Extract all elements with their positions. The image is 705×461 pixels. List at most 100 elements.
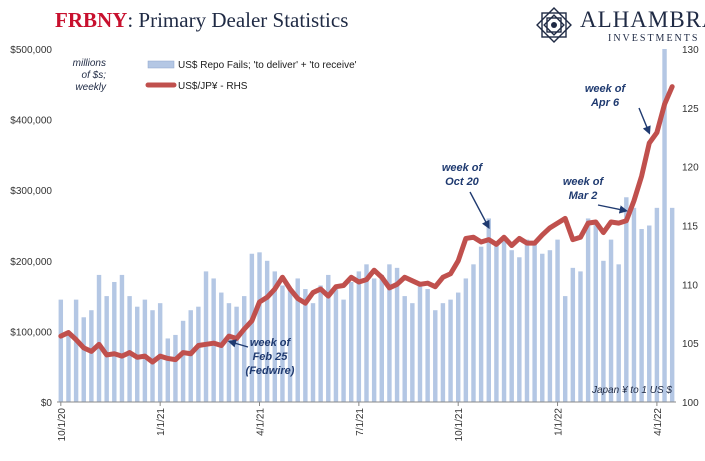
bar-repo-fails xyxy=(410,303,415,402)
bar-repo-fails xyxy=(104,296,109,402)
unit-note-line-1: millions xyxy=(73,58,106,69)
bar-repo-fails xyxy=(379,274,384,402)
bar-repo-fails xyxy=(318,285,323,402)
bar-repo-fails xyxy=(203,271,209,402)
x-tick-label: 10/1/21 xyxy=(454,408,465,442)
bar-repo-fails xyxy=(631,207,637,402)
bar-repo-fails xyxy=(234,306,239,402)
bar-repo-fails xyxy=(287,289,293,402)
bar-repo-fails xyxy=(196,306,201,402)
annotation-text: Feb 25 xyxy=(253,351,289,363)
legend-line-label: US$/JP¥ - RHS xyxy=(178,81,248,92)
left-tick-label: $0 xyxy=(41,398,53,409)
bar-repo-fails xyxy=(142,299,148,402)
bar-repo-fails xyxy=(639,229,644,402)
bar-repo-fails xyxy=(647,225,652,402)
annotation-text: (Fedwire) xyxy=(246,365,295,377)
left-tick-label: $300,000 xyxy=(10,186,52,197)
bar-repo-fails xyxy=(112,281,117,402)
bar-repo-fails xyxy=(341,299,346,402)
bar-repo-fails xyxy=(532,243,537,402)
bar-repo-fails xyxy=(264,260,270,402)
annotation-arrow xyxy=(597,204,628,214)
right-tick-label: 120 xyxy=(682,163,699,174)
bar-repo-fails xyxy=(624,197,629,402)
right-tick-label: 115 xyxy=(682,222,698,233)
bar-repo-fails xyxy=(394,267,400,402)
bar-repo-fails xyxy=(150,310,155,402)
right-tick-label: 105 xyxy=(682,339,699,350)
annotation-text: week of xyxy=(250,337,292,349)
title-rest: : Primary Dealer Statistics xyxy=(127,8,349,32)
bar-repo-fails xyxy=(578,271,583,402)
bar-repo-fails xyxy=(517,257,522,402)
alhambra-star-icon xyxy=(536,7,572,43)
bar-repo-fails xyxy=(356,271,362,402)
bar-repo-fails xyxy=(180,320,186,402)
annotation-text: week of xyxy=(442,162,484,174)
bar-repo-fails xyxy=(257,252,262,402)
annotation-text: Mar 2 xyxy=(569,190,598,202)
bar-repo-fails xyxy=(96,274,102,402)
line-usd-jpy xyxy=(58,84,675,365)
x-tick-label: 4/1/21 xyxy=(256,408,267,436)
bar-repo-fails xyxy=(608,239,614,402)
bar-repo-fails xyxy=(364,264,369,402)
x-tick-label: 4/1/22 xyxy=(653,408,664,436)
bar-repo-fails xyxy=(303,289,308,402)
brand-logo: ALHAMBRA INVESTMENTS xyxy=(532,4,705,46)
bar-repo-fails xyxy=(494,243,499,402)
bar-repo-fails xyxy=(601,260,606,402)
bar-repo-fails xyxy=(448,299,453,402)
x-tick-label: 1/1/21 xyxy=(156,408,167,436)
bar-repo-fails xyxy=(157,303,163,402)
bar-repo-fails xyxy=(417,285,423,402)
bar-repo-fails xyxy=(387,264,392,402)
bar-repo-fails xyxy=(547,250,553,402)
logo-name: ALHAMBRA xyxy=(580,7,705,32)
annotation-arrow xyxy=(469,191,490,230)
x-tick-label: 7/1/21 xyxy=(355,408,366,436)
bar-repo-fails xyxy=(509,250,514,402)
left-tick-label: $500,000 xyxy=(10,45,52,56)
title-accent: FRBNY xyxy=(55,8,128,32)
bar-repo-fails xyxy=(593,221,598,402)
bar-repo-fails xyxy=(570,267,576,402)
bar-repo-fails xyxy=(73,299,79,402)
legend-bar-swatch xyxy=(147,60,175,69)
bar-repo-fails xyxy=(486,218,491,402)
left-tick-label: $200,000 xyxy=(10,257,52,268)
right-tick-label: 110 xyxy=(682,280,698,291)
legend: US$ Repo Fails; 'to deliver' + 'to recei… xyxy=(145,60,357,92)
bar-repo-fails xyxy=(463,278,469,402)
bar-repo-fails xyxy=(662,49,667,402)
bar-repo-fails xyxy=(272,271,278,402)
bar-repo-fails xyxy=(540,253,545,402)
bar-repo-fails xyxy=(402,296,407,402)
annotation-text: week of xyxy=(585,83,627,95)
annotation-text: Apr 6 xyxy=(590,97,620,109)
bar-repo-fails xyxy=(58,299,64,402)
bar-repo-fails xyxy=(226,303,232,402)
footnote: Japan ¥ to 1 US $ xyxy=(591,385,672,396)
bar-repo-fails xyxy=(478,246,484,402)
right-tick-label: 100 xyxy=(682,398,699,409)
annotation-text: week of xyxy=(563,176,605,188)
x-tick-label: 1/1/22 xyxy=(554,408,565,436)
bar-repo-fails xyxy=(585,218,591,402)
bar-repo-fails xyxy=(135,306,140,402)
bar-repo-fails xyxy=(173,334,178,402)
bar-repo-fails xyxy=(81,317,86,402)
bar-repo-fails xyxy=(669,207,675,402)
bar-repo-fails xyxy=(249,253,255,402)
annotation-text: Oct 20 xyxy=(445,176,480,188)
annotation-arrow xyxy=(227,339,249,348)
bar-repo-fails xyxy=(524,239,530,402)
bar-repo-fails xyxy=(89,310,94,402)
bar-repo-fails xyxy=(242,296,247,402)
bar-repo-fails xyxy=(66,331,71,402)
bar-repo-fails xyxy=(165,338,171,402)
logo-sub: INVESTMENTS xyxy=(608,33,700,44)
x-tick-label: 10/1/20 xyxy=(57,408,68,442)
